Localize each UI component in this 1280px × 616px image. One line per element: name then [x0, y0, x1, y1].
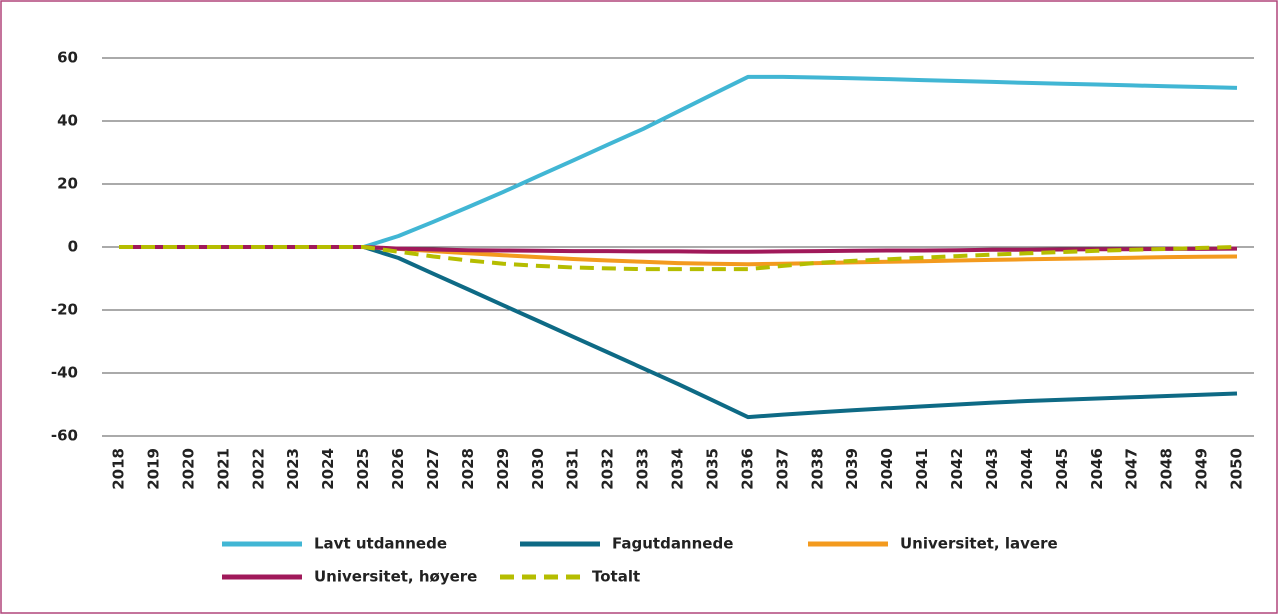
- legend-label: Totalt: [592, 568, 640, 586]
- legend-label: Universitet, høyere: [314, 568, 477, 586]
- x-tick-label: 2039: [843, 448, 861, 490]
- legend-label: Fagutdannede: [612, 535, 733, 553]
- x-tick-label: 2029: [494, 448, 512, 490]
- x-tick-label: 2023: [284, 448, 302, 490]
- x-tick-label: 2036: [738, 448, 756, 490]
- x-tick-label: 2042: [948, 448, 966, 490]
- y-tick-label: 0: [68, 238, 78, 256]
- x-tick-label: 2031: [564, 448, 582, 490]
- x-tick-label: 2047: [1123, 448, 1141, 490]
- y-tick-label: -60: [51, 427, 78, 445]
- x-tick-label: 2035: [703, 448, 721, 490]
- x-tick-label: 2020: [179, 448, 197, 490]
- x-tick-label: 2028: [459, 448, 477, 490]
- x-tick-label: 2038: [808, 448, 826, 490]
- series-line: [119, 74, 1238, 249]
- x-tick-label: 2032: [599, 448, 617, 490]
- x-tick-label: 2043: [983, 448, 1001, 490]
- x-tick-label: 2033: [634, 448, 652, 490]
- x-tick-label: 2037: [773, 448, 791, 490]
- x-tick-label: 2021: [214, 448, 232, 490]
- x-tick-label: 2024: [319, 448, 337, 490]
- x-tick-label: 2050: [1228, 448, 1246, 490]
- x-tick-label: 2048: [1158, 448, 1176, 490]
- x-tick-label: 2027: [424, 448, 442, 490]
- x-tick-label: 2040: [878, 448, 896, 490]
- x-tick-label: 2046: [1088, 448, 1106, 490]
- x-tick-label: 2044: [1018, 448, 1036, 490]
- y-tick-label: 40: [57, 112, 78, 130]
- x-tick-label: 2034: [669, 448, 687, 490]
- x-tick-label: 2030: [529, 448, 547, 490]
- x-tick-label: 2022: [249, 448, 267, 490]
- x-tick-label: 2049: [1193, 448, 1211, 490]
- x-tick-label: 2026: [389, 448, 407, 490]
- y-tick-label: -20: [51, 301, 78, 319]
- x-tick-label: 2041: [913, 448, 931, 490]
- x-tick-label: 2018: [110, 448, 128, 490]
- x-tick-label: 2019: [144, 448, 162, 490]
- series-line: [119, 245, 1238, 420]
- legend-label: Lavt utdannede: [314, 535, 447, 553]
- legend-label: Universitet, lavere: [900, 535, 1058, 553]
- series-line: [119, 245, 1238, 272]
- x-tick-label: 2045: [1053, 448, 1071, 490]
- x-tick-label: 2025: [354, 448, 372, 490]
- y-tick-label: -40: [51, 364, 78, 382]
- y-tick-label: 60: [57, 49, 78, 67]
- y-tick-label: 20: [57, 175, 78, 193]
